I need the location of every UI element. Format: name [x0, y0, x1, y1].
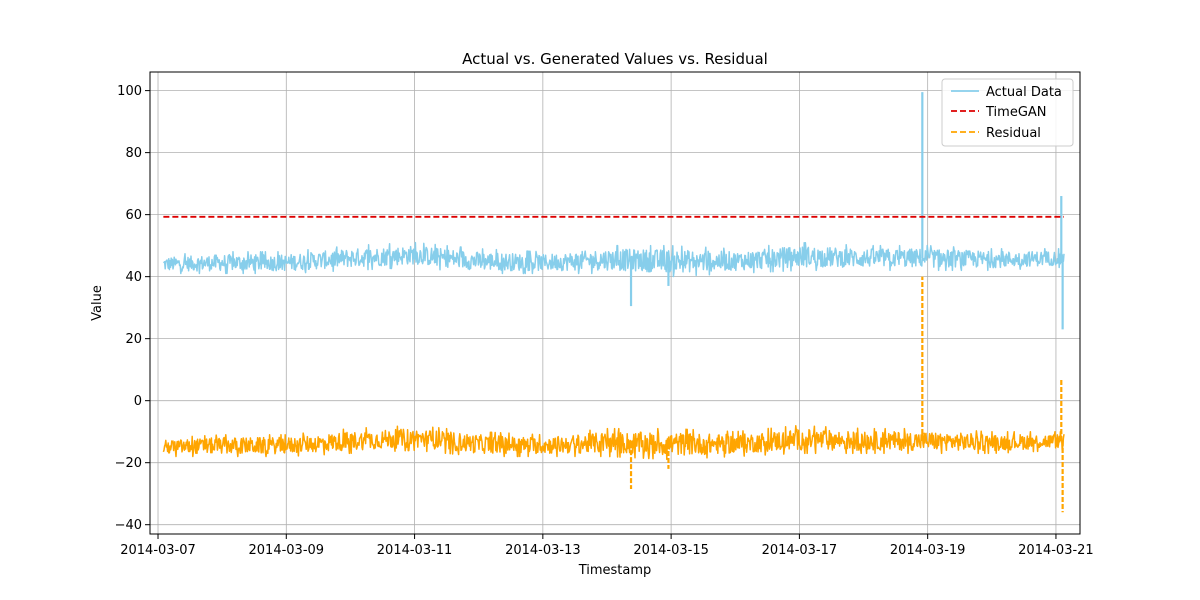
plot-frame — [149, 71, 1081, 535]
ticks: 2014-03-07 2014-03-09 2014-03-11 2014-03-13… — [115, 84, 1094, 558]
x-tick-label: 2014-03-17 — [762, 543, 838, 558]
y-tick-label: 0 — [134, 394, 142, 409]
y-tick-label: 60 — [125, 208, 142, 223]
y-axis-label: Value — [90, 285, 105, 321]
legend: Actual Data TimeGAN Residual — [941, 78, 1074, 147]
x-tick-label: 2014-03-07 — [120, 543, 196, 558]
x-tick-label: 2014-03-13 — [505, 543, 581, 558]
x-tick-label: 2014-03-09 — [249, 543, 325, 558]
x-tick-label: 2014-03-21 — [1018, 543, 1094, 558]
y-tick-label: 100 — [117, 84, 142, 99]
y-tick-label: 80 — [125, 146, 142, 161]
series-line-actual-data — [163, 241, 1065, 278]
y-tick-label: −20 — [115, 456, 142, 471]
chart-title: Actual vs. Generated Values vs. Residual — [462, 50, 768, 68]
series-line-residual — [162, 425, 1065, 461]
y-tick-label: 20 — [125, 332, 142, 347]
x-tick-label: 2014-03-11 — [377, 543, 453, 558]
legend-label-actual-data: Actual Data — [986, 85, 1062, 100]
y-tick-label: −40 — [115, 518, 142, 533]
x-tick-label: 2014-03-19 — [890, 543, 966, 558]
y-tick-label: 40 — [125, 270, 142, 285]
grid — [150, 72, 1080, 534]
x-tick-label: 2014-03-15 — [633, 543, 709, 558]
legend-label-timegan: TimeGAN — [985, 105, 1047, 120]
legend-label-residual: Residual — [986, 126, 1041, 141]
x-axis-label: Timestamp — [578, 563, 652, 578]
legend-box — [941, 78, 1074, 147]
series-layer — [162, 92, 1065, 513]
